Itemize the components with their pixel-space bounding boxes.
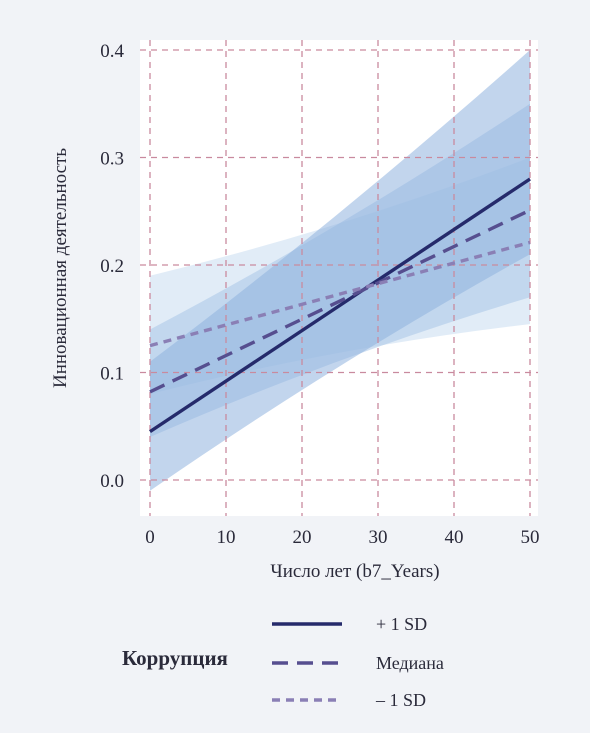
series-line-2 [149,208,531,394]
x-tick-label: 0 [145,527,155,548]
legend-label: Медиана [376,653,444,673]
y-tick-label: 0.4 [100,41,124,62]
x-tick-labels: 0 10 20 30 40 50 [145,527,539,548]
y-tick-label: 0.2 [100,256,124,277]
x-tick-label: 10 [217,527,236,548]
y-tick-label: 0.1 [100,364,124,385]
legend-label: – 1 SD [375,690,426,710]
x-tick-label: 20 [293,527,312,548]
y-tick-label: 0.0 [100,471,124,492]
ci-band-1 [150,50,530,491]
x-tick-label: 40 [445,527,464,548]
series-line-1 [149,177,531,434]
y-tick-labels: 0.0 0.1 0.2 0.3 0.4 [100,41,124,492]
x-axis-title: Число лет (b7_Years) [270,561,439,582]
y-tick-label: 0.3 [100,149,124,170]
y-axis-title: Инновационная деятельность [50,148,71,388]
x-tick-label: 30 [369,527,388,548]
grid-lines [140,40,538,516]
series-lines [149,177,531,434]
legend: + 1 SD Медиана – 1 SD [272,614,444,710]
x-tick-label: 50 [521,527,540,548]
series-line-3 [149,240,531,348]
legend-label: + 1 SD [376,614,427,634]
legend-title: Коррупция [122,646,228,670]
confidence-bands [150,50,530,491]
